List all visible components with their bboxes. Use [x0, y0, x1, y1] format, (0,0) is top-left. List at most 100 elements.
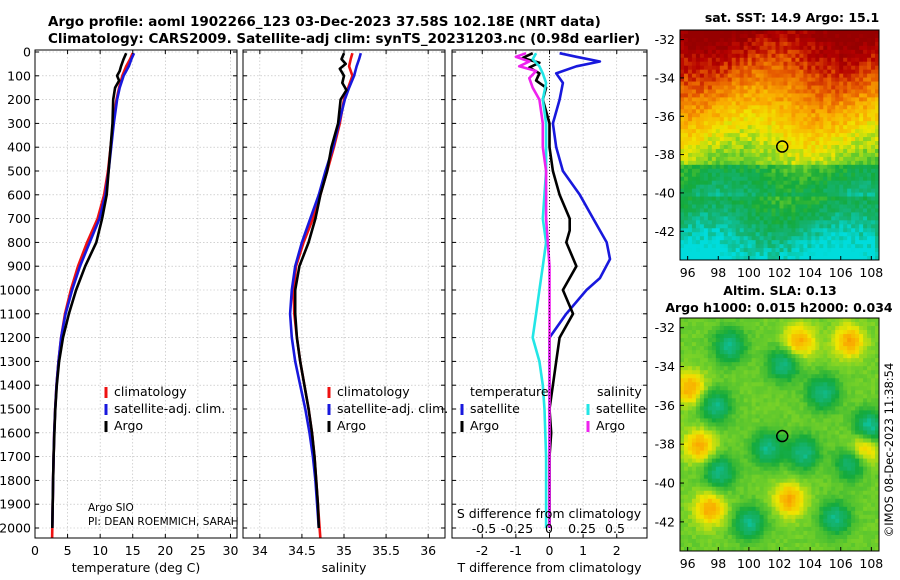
map-cell [835, 374, 840, 379]
map-cell [847, 129, 852, 134]
map-cell [743, 442, 749, 448]
map-cell [715, 81, 721, 87]
map-cell [863, 65, 868, 71]
map-cell [711, 77, 717, 83]
map-cell [823, 180, 828, 186]
map-cell [779, 446, 785, 452]
map-cell [767, 458, 773, 464]
map-cell [791, 145, 797, 150]
map-cell [683, 137, 689, 142]
map-cell [711, 394, 717, 399]
map-cell [795, 406, 800, 411]
map-cell [691, 338, 697, 343]
map-cell [775, 113, 781, 118]
map-cell [815, 137, 820, 142]
map-cell [711, 422, 717, 428]
map-cell [799, 374, 804, 379]
map-cell [755, 77, 761, 83]
map-cell [811, 113, 816, 118]
map-cell [871, 30, 876, 35]
map-cell [715, 73, 721, 79]
map-cell [787, 105, 793, 110]
map-cell [735, 141, 741, 146]
map-cell [687, 176, 693, 182]
map-cell [787, 406, 793, 411]
map-cell [799, 105, 804, 110]
map-cell [799, 160, 804, 166]
map-cell [843, 129, 848, 134]
map-cell [747, 382, 753, 387]
map-cell [680, 418, 685, 424]
map-cell [771, 65, 777, 71]
map-cell [771, 89, 777, 95]
map-cell [875, 454, 879, 460]
map-cell [763, 73, 769, 79]
map-cell [787, 77, 793, 83]
map-cell [867, 212, 872, 217]
map-cell [687, 244, 693, 249]
map-cell [719, 77, 725, 83]
map-cell [867, 141, 872, 146]
map-cell [711, 334, 717, 339]
map-cell [783, 326, 789, 331]
map-cell [771, 152, 777, 158]
map-cell [731, 200, 737, 206]
map-cell [875, 105, 879, 110]
map-cell [779, 196, 785, 202]
map-cell [703, 334, 709, 339]
map-cell [771, 164, 777, 170]
map-cell [787, 450, 793, 456]
map-cell [811, 89, 816, 95]
map-cell [695, 57, 701, 63]
map-cell [743, 97, 749, 102]
map-cell [811, 53, 816, 59]
map-cell [819, 318, 824, 323]
map-cell [759, 192, 765, 198]
map-cell [783, 366, 789, 371]
map-cell [831, 188, 836, 194]
map-cell [771, 57, 777, 63]
map-cell [680, 188, 685, 194]
map-cell [839, 466, 844, 472]
map-cell [823, 172, 828, 178]
map-cell [787, 212, 793, 217]
map-cell [719, 228, 725, 233]
map-cell [767, 362, 773, 367]
map-cell [703, 386, 709, 391]
map-cell [683, 145, 689, 150]
map-cell [811, 220, 816, 225]
map-cell [759, 160, 765, 166]
map-cell [819, 156, 824, 162]
map-cell [755, 220, 761, 225]
map-cell [699, 438, 705, 444]
map-cell [751, 454, 757, 460]
map-cell [731, 410, 737, 416]
map-cell [763, 89, 769, 95]
map-cell [719, 426, 725, 432]
map-cell [855, 394, 860, 399]
map-cell [827, 390, 832, 395]
map-cell [795, 330, 800, 335]
map-cell [875, 346, 879, 351]
map-cell [827, 101, 832, 106]
map-cell [703, 30, 709, 35]
map-cell [779, 374, 785, 379]
map-cell [683, 390, 689, 395]
map-cell [731, 97, 737, 102]
map-cell [867, 204, 872, 210]
map-cell [703, 224, 709, 229]
map-cell [751, 89, 757, 95]
map-cell [775, 402, 781, 407]
map-cell [759, 374, 765, 379]
map-cell [743, 228, 749, 233]
map-cell [847, 248, 852, 253]
map-cell [783, 125, 789, 130]
map-cell [695, 61, 701, 67]
map-cell [695, 69, 701, 75]
map-cell [739, 362, 745, 367]
map-cell [807, 49, 812, 55]
map-cell [771, 145, 777, 150]
map-cell [751, 133, 757, 138]
map-cell [775, 212, 781, 217]
map-cell [871, 248, 876, 253]
